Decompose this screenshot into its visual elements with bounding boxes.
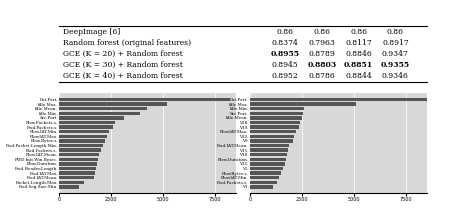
- Bar: [59, 139, 105, 143]
- Bar: [59, 116, 124, 120]
- Bar: [250, 139, 292, 143]
- Bar: [59, 102, 167, 106]
- Bar: [250, 144, 290, 147]
- Bar: [59, 181, 84, 184]
- Bar: [250, 181, 277, 184]
- Text: 0.9355: 0.9355: [381, 61, 410, 69]
- Text: 0.86: 0.86: [387, 28, 404, 36]
- Bar: [59, 112, 140, 115]
- Text: 0.9347: 0.9347: [382, 50, 409, 58]
- Bar: [59, 125, 113, 129]
- Bar: [59, 171, 95, 175]
- Bar: [250, 98, 427, 101]
- Text: 0.86: 0.86: [350, 28, 367, 36]
- Bar: [250, 130, 296, 133]
- Text: 0.7963: 0.7963: [309, 39, 335, 47]
- Text: 0.8844: 0.8844: [345, 72, 372, 80]
- Text: 0.8846: 0.8846: [345, 50, 372, 58]
- Text: Random forest (original features): Random forest (original features): [63, 39, 191, 47]
- Text: 0.8851: 0.8851: [344, 61, 373, 69]
- Text: 0.8789: 0.8789: [309, 50, 335, 58]
- Bar: [59, 185, 79, 189]
- Text: GCE (K = 30) + Random forest: GCE (K = 30) + Random forest: [63, 61, 183, 69]
- Text: GCE (K = 20) + Random forest: GCE (K = 20) + Random forest: [63, 50, 182, 58]
- Bar: [250, 162, 285, 166]
- Bar: [250, 121, 300, 124]
- Bar: [59, 135, 107, 138]
- Bar: [59, 130, 109, 133]
- Bar: [59, 148, 101, 152]
- Bar: [250, 153, 287, 156]
- Bar: [59, 107, 146, 110]
- Bar: [250, 116, 302, 120]
- Text: 0.86: 0.86: [313, 28, 330, 36]
- Bar: [250, 185, 273, 189]
- Text: 0.8952: 0.8952: [272, 72, 299, 80]
- Bar: [250, 176, 279, 179]
- Bar: [250, 125, 299, 129]
- Text: 0.8917: 0.8917: [382, 39, 409, 47]
- Bar: [59, 98, 229, 101]
- Text: GCE (K = 40) + Random forest: GCE (K = 40) + Random forest: [63, 72, 182, 80]
- Text: 0.86: 0.86: [277, 28, 294, 36]
- Text: 0.8374: 0.8374: [272, 39, 299, 47]
- Bar: [250, 135, 293, 138]
- Bar: [59, 121, 115, 124]
- Text: 0.8803: 0.8803: [307, 61, 337, 69]
- Text: 0.8955: 0.8955: [271, 50, 300, 58]
- Text: 0.8117: 0.8117: [345, 39, 372, 47]
- Bar: [250, 158, 286, 161]
- Bar: [250, 148, 288, 152]
- Bar: [59, 176, 93, 179]
- Bar: [250, 167, 283, 170]
- Bar: [59, 153, 99, 156]
- Bar: [59, 158, 98, 161]
- Text: 0.8945: 0.8945: [272, 61, 299, 69]
- Bar: [250, 171, 281, 175]
- Bar: [250, 102, 356, 106]
- Bar: [250, 107, 304, 110]
- Bar: [59, 144, 103, 147]
- Text: DeepImage [6]: DeepImage [6]: [63, 28, 120, 36]
- Bar: [59, 167, 96, 170]
- Bar: [250, 112, 303, 115]
- Text: 0.8786: 0.8786: [309, 72, 335, 80]
- Text: 0.9346: 0.9346: [382, 72, 409, 80]
- Bar: [59, 162, 97, 166]
